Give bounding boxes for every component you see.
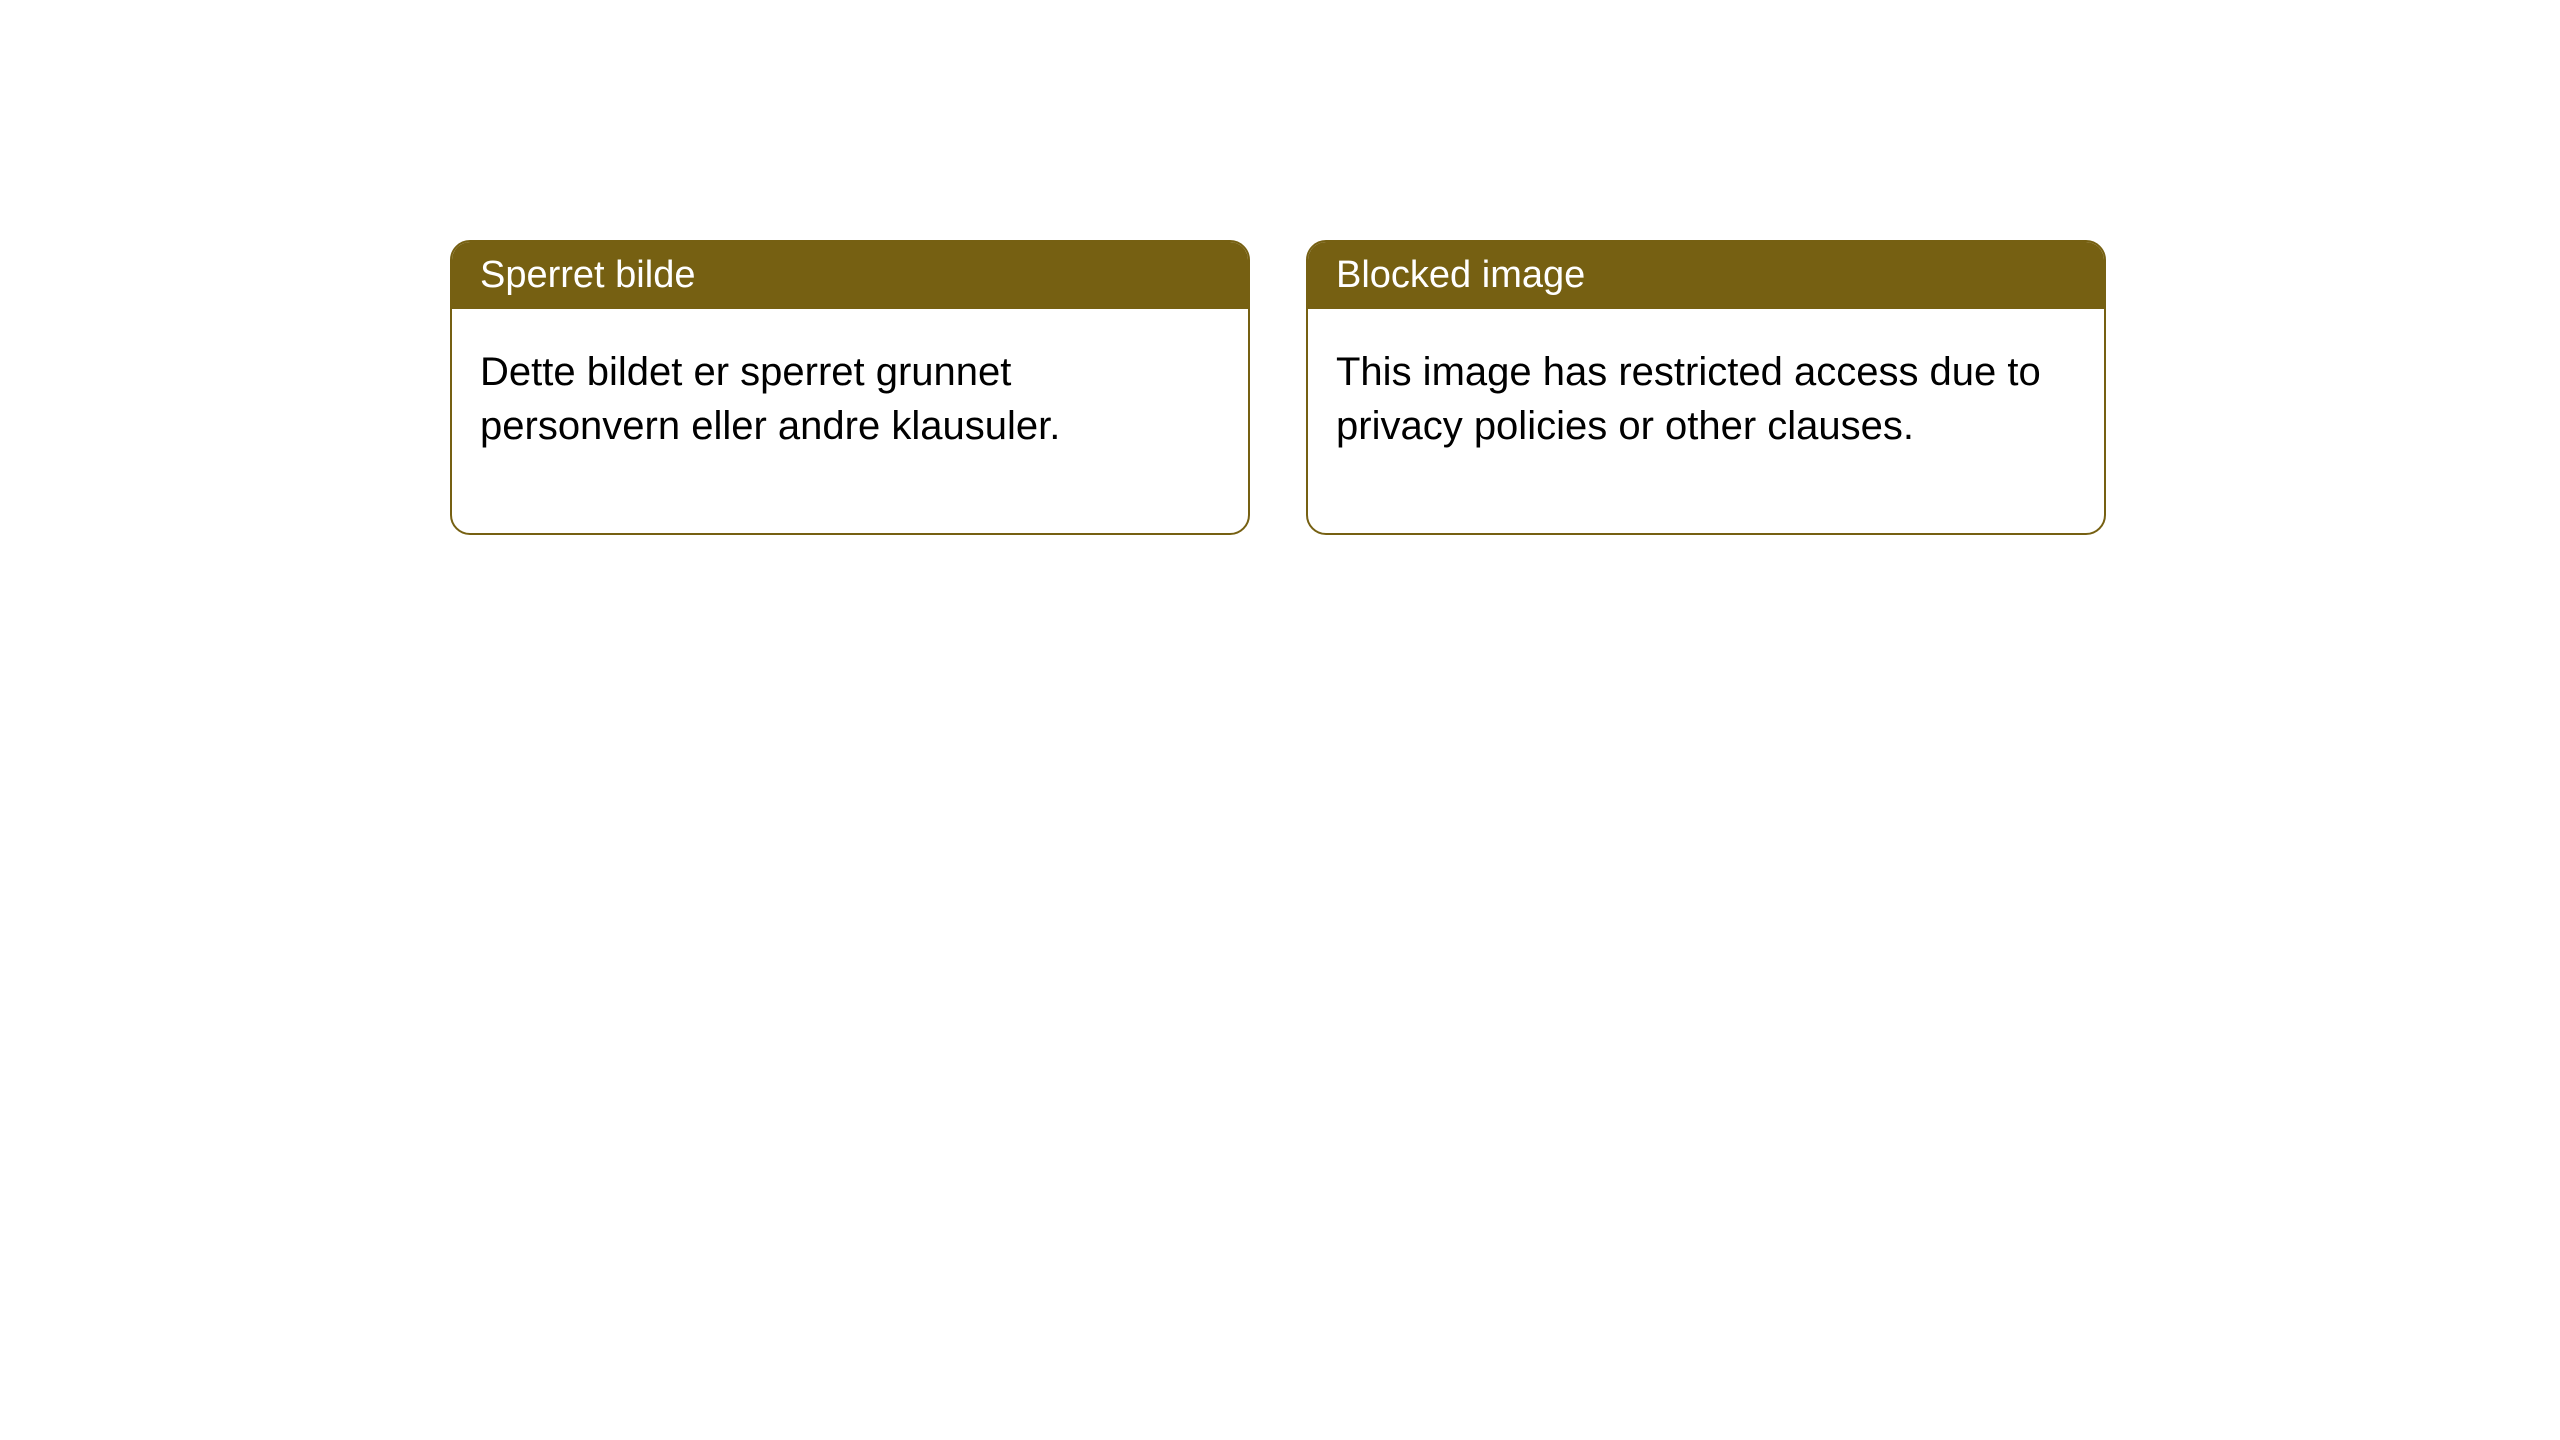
card-header: Sperret bilde [452,242,1248,309]
card-title: Sperret bilde [480,254,695,296]
card-body: Dette bildet er sperret grunnet personve… [452,309,1248,533]
card-body: This image has restricted access due to … [1308,309,2104,533]
card-title: Blocked image [1336,254,1585,296]
notice-card-norwegian: Sperret bilde Dette bildet er sperret gr… [450,240,1250,535]
notice-cards-container: Sperret bilde Dette bildet er sperret gr… [450,240,2106,535]
card-header: Blocked image [1308,242,2104,309]
card-body-text: This image has restricted access due to … [1336,350,2041,448]
card-body-text: Dette bildet er sperret grunnet personve… [480,350,1060,448]
notice-card-english: Blocked image This image has restricted … [1306,240,2106,535]
